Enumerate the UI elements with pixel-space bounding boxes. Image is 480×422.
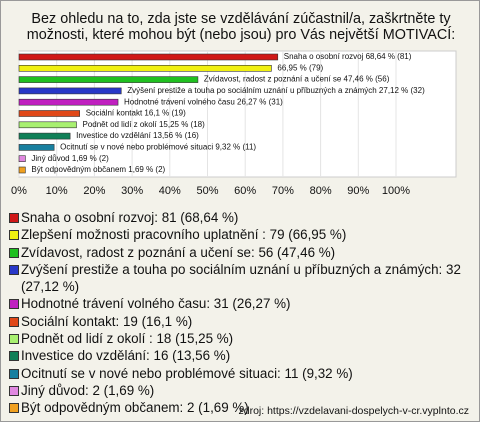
bar: [18, 65, 272, 72]
legend-label: Zvýšení prestiže a touha po sociálním uz…: [21, 261, 461, 295]
legend-label: Snaha o osobní rozvoj: 81 (68,64 %): [21, 210, 239, 225]
bar: [18, 110, 80, 117]
chart-title: Bez ohledu na to, zda jste se vzdělávání…: [26, 11, 456, 43]
bar: [18, 155, 26, 162]
legend-label: Podnět od lidí z okolí : 18 (15,25 %): [21, 331, 234, 347]
data-label: Zvídavost, radost z poznání a učení se 4…: [204, 75, 390, 84]
legend-label: Zlepšení možnosti pracovního uplatnění :…: [21, 227, 347, 243]
bar: [18, 87, 122, 95]
legend-item: Sociální kontakt: 19 (16,1 %): [9, 313, 471, 330]
legend-swatch: [9, 385, 19, 396]
legend-swatch: [9, 368, 19, 379]
legend-swatch: [9, 403, 19, 414]
x-tick-label: 40%: [159, 185, 181, 197]
x-tick-label: 50%: [196, 185, 218, 197]
x-tick-label: 100%: [382, 185, 410, 197]
legend-label: Zvídavost, radost z poznání a učení se: …: [21, 244, 336, 260]
source: zdroj: https://vzdelavani-dospelych-v-cr…: [238, 405, 469, 417]
legend-label: Jiný důvod: 2 (1,69 %): [21, 382, 155, 398]
bar: [18, 76, 199, 83]
data-label: Ocitnutí se v nové nebo problémové situa…: [60, 143, 256, 152]
data-label: Sociální kontakt 16,1 % (19): [86, 109, 186, 118]
bar: [18, 166, 26, 174]
legend-item: Zvýšení prestiže a touha po sociálním uz…: [9, 261, 471, 296]
legend-swatch: [9, 316, 19, 327]
data-label: Být odpovědným občanem 1,69 % (2): [31, 165, 165, 174]
bar: [18, 121, 77, 129]
x-tick-label: 60%: [234, 185, 256, 197]
plot-area: [18, 50, 457, 178]
data-label: Podnět od lidí z okolí 15,25 % (18): [82, 120, 205, 129]
x-tick-label: 80%: [310, 185, 332, 197]
legend-swatch: [9, 213, 19, 223]
legend-label: Hodnotné trávení volného času: 31 (26,27…: [21, 296, 291, 312]
legend-item: Ocitnutí se v nové nebo problémové situa…: [9, 365, 471, 382]
x-tick-label: 70%: [272, 185, 294, 197]
legend-label: Ocitnutí se v nové nebo problémové situa…: [21, 365, 353, 381]
legend-label: Být odpovědným občanem: 2 (1,69 %): [21, 400, 249, 416]
legend-item: Zlepšení možnosti pracovního uplatnění :…: [9, 226, 471, 243]
data-label: Hodnotné trávení volného času 26,27 % (3…: [124, 97, 283, 106]
legend-item: Zvídavost, radost z poznání a učení se: …: [9, 244, 471, 261]
bar: [18, 144, 55, 151]
legend-swatch: [9, 247, 19, 258]
x-tick-label: 0%: [11, 185, 27, 197]
x-tick-label: 10%: [46, 185, 68, 197]
data-label: Snaha o osobní rozvoj 68,64 % (81): [284, 52, 412, 61]
bar: [18, 132, 71, 140]
data-label: Jiný důvod 1,69 % (2): [31, 154, 109, 163]
data-label: 66,95 % (79): [277, 63, 323, 72]
legend-label: Investice do vzdělání: 16 (13,56 %): [21, 348, 231, 364]
legend-item: Podnět od lidí z okolí : 18 (15,25 %): [9, 330, 471, 347]
data-label: Zvýšení prestiže a touha po sociálním uz…: [127, 86, 425, 95]
legend-item: Snaha o osobní rozvoj: 81 (68,64 %): [9, 209, 471, 226]
x-tick-label: 90%: [347, 185, 369, 197]
legend-swatch: [9, 351, 19, 362]
bar: [18, 53, 279, 61]
legend-item: Být odpovědným občanem: 2 (1,69 %): [9, 399, 471, 416]
legend-swatch: [9, 334, 19, 345]
legend-label: Sociální kontakt: 19 (16,1 %): [21, 313, 193, 329]
x-tick-label: 30%: [121, 185, 143, 197]
legend-item: Jiný důvod: 2 (1,69 %): [9, 382, 471, 399]
legend-item: Hodnotné trávení volného času: 31 (26,27…: [9, 295, 471, 312]
data-label: Investice do vzdělání 13,56 % (16): [76, 131, 199, 140]
legend: Snaha o osobní rozvoj: 81 (68,64 %) Zlepš…: [9, 209, 471, 417]
bar: [18, 98, 119, 106]
legend-swatch: [9, 299, 19, 310]
legend-item: Investice do vzdělání: 16 (13,56 %): [9, 347, 471, 364]
legend-swatch: [9, 230, 19, 241]
legend-swatch: [9, 264, 19, 275]
x-tick-label: 20%: [83, 185, 105, 197]
